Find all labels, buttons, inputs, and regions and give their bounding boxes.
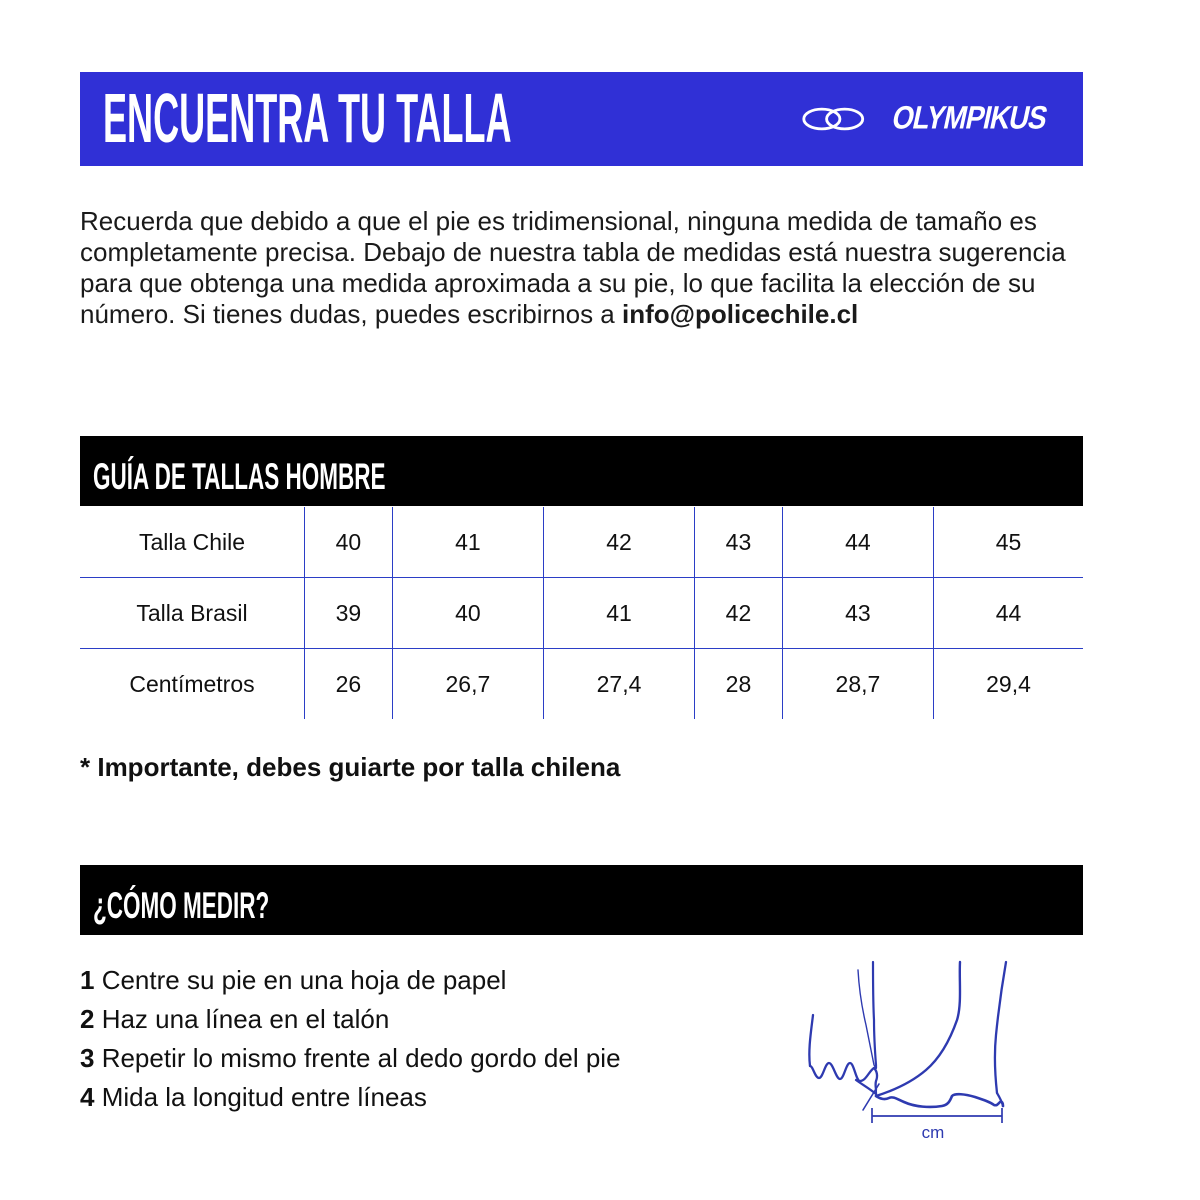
svg-text:cm: cm bbox=[922, 1123, 945, 1142]
